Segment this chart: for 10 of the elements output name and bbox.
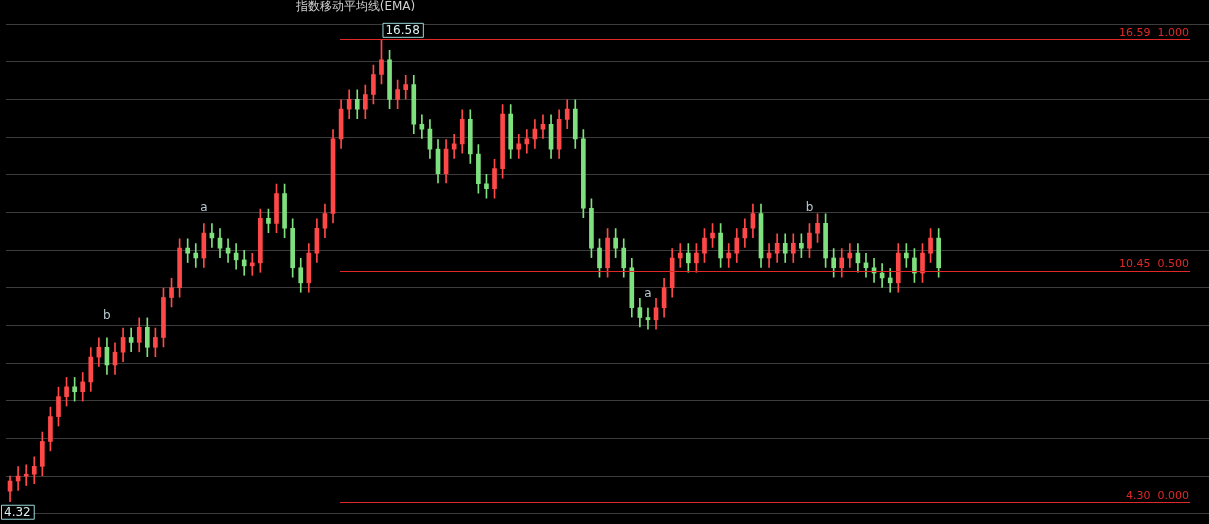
chart-title: 指数移动平均线(EMA)	[294, 0, 416, 14]
annotation: a	[644, 286, 652, 301]
ref-line-label: 16.59 1.000	[1119, 25, 1189, 39]
ref-line-label: 4.30 0.000	[1126, 488, 1189, 502]
annotation: b	[103, 307, 111, 322]
ref-line-label: 10.45 0.500	[1119, 257, 1189, 271]
annotation: b	[805, 199, 814, 214]
text: 4.32	[4, 504, 31, 519]
annotation: 16.58	[385, 22, 420, 37]
annotation: a	[200, 199, 208, 214]
